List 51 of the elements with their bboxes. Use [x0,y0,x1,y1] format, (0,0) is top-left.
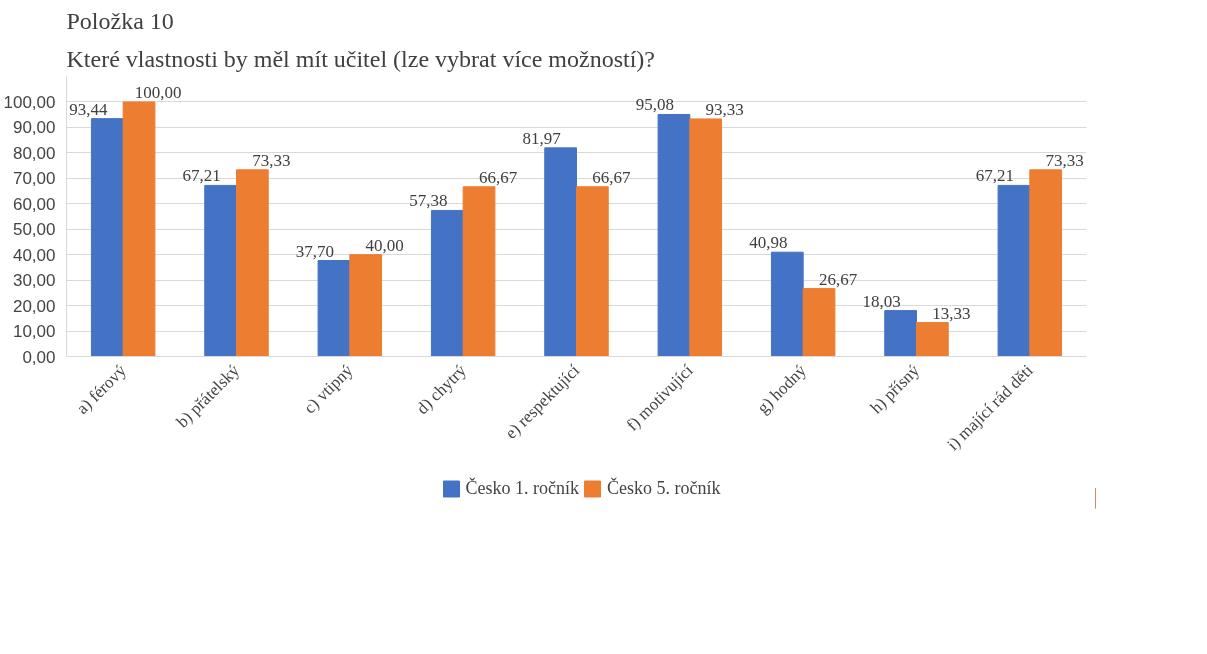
bar [90,118,124,357]
bar [544,147,577,357]
data-label: 81,97 [522,128,562,148]
data-label: 40,98 [749,233,788,253]
bar [770,251,804,357]
y-tick-label: 60,00 [12,194,56,214]
bar [802,288,836,357]
data-label: 40,00 [365,235,404,255]
data-label: 73,33 [1045,150,1084,170]
bar [236,169,269,357]
bar [204,184,237,357]
legend-label: Česko 1. ročník [465,477,579,499]
bar [349,254,383,357]
legend-label: Česko 5. ročník [607,477,721,499]
bar [462,186,496,357]
y-tick-label: 20,00 [12,296,56,316]
bar [317,260,351,357]
data-label: 37,70 [295,241,335,261]
data-label: 26,67 [818,269,858,289]
chart-subtitle: Které vlastnosti by měl mít učitel (lze vybrat více možností)? [66,45,655,72]
data-label: 66,67 [592,167,631,187]
y-tick-label: 100,00 [3,92,56,112]
y-tick-label: 90,00 [12,118,56,138]
data-label: 66,67 [478,167,518,187]
y-tick-label: 10,00 [12,322,56,342]
data-label: 18,03 [862,291,901,311]
data-label: 73,33 [252,150,291,170]
bar [916,322,949,357]
data-label: 67,21 [975,166,1015,186]
y-tick-label: 80,00 [12,143,56,163]
bar [997,184,1031,357]
data-label: 13,33 [932,303,971,323]
bar [657,113,691,357]
bar [1029,169,1063,357]
y-tick-label: 0,00 [22,347,56,367]
chart-title: Položka 10 [66,7,174,34]
data-label: 67,21 [182,166,221,186]
data-label: 93,44 [69,99,108,119]
y-tick-label: 50,00 [12,220,56,240]
bar [689,118,723,357]
data-label: 95,08 [635,95,675,115]
data-label: 100,00 [134,82,182,102]
data-label: 57,38 [409,191,448,211]
bar [122,101,156,357]
y-tick-label: 40,00 [12,245,56,265]
bar [430,209,464,357]
bar [884,310,917,357]
bar [576,186,609,357]
y-tick-label: 70,00 [12,169,56,189]
y-tick-label: 30,00 [12,271,56,291]
data-label: 93,33 [705,99,744,119]
